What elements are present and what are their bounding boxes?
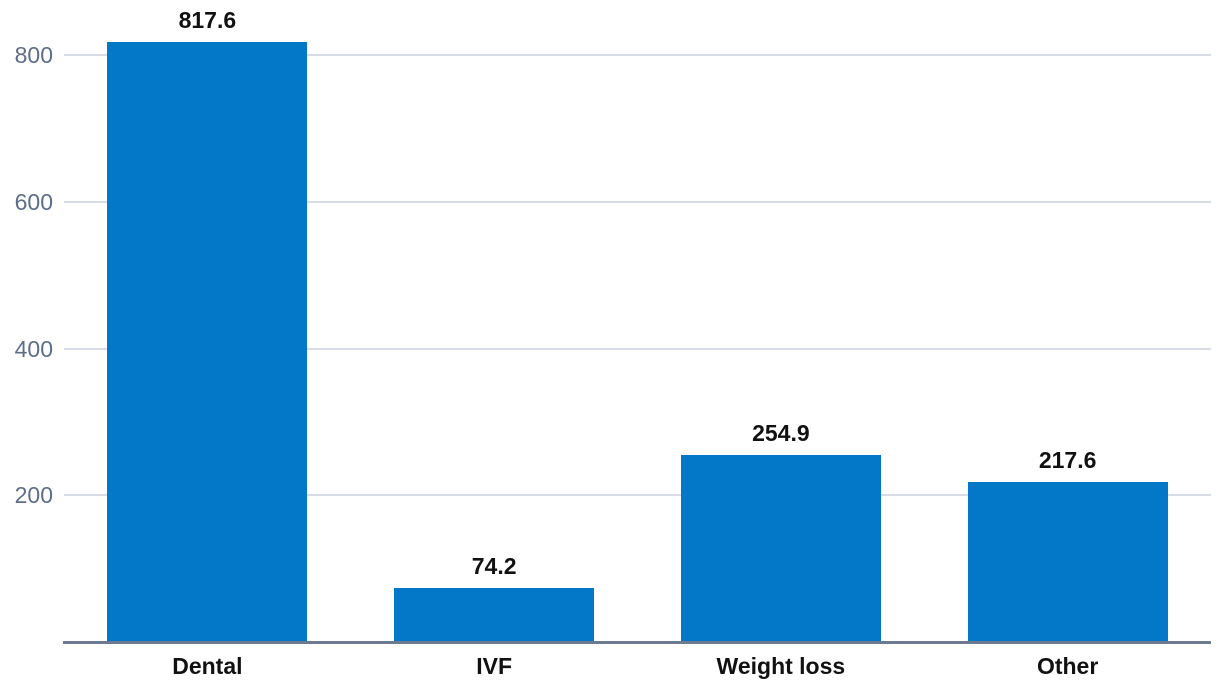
gridline	[64, 200, 1211, 203]
y-axis-tick-label: 800	[14, 42, 53, 69]
bar-ivf[interactable]	[394, 587, 595, 641]
gridline	[64, 494, 1211, 497]
y-axis-tick-label: 200	[14, 482, 53, 509]
y-axis-tick-label: 600	[14, 188, 53, 215]
bar-weight-loss[interactable]	[680, 454, 881, 641]
gridline	[64, 54, 1211, 57]
bar-other[interactable]	[967, 482, 1168, 641]
bar-value-label: 74.2	[471, 552, 517, 579]
gridline	[64, 347, 1211, 350]
x-axis-line	[63, 641, 1211, 644]
x-axis-label: Dental	[172, 653, 243, 679]
x-axis-label: IVF	[476, 653, 513, 679]
bar-dental[interactable]	[107, 42, 308, 641]
y-axis-tick-label: 400	[14, 335, 53, 362]
bar-value-label: 217.6	[1038, 447, 1097, 474]
bar-value-label: 817.6	[178, 7, 237, 34]
bar-value-label: 254.9	[752, 419, 810, 446]
x-axis-label: Weight loss	[716, 653, 846, 679]
x-axis-label: Other	[1036, 653, 1099, 679]
